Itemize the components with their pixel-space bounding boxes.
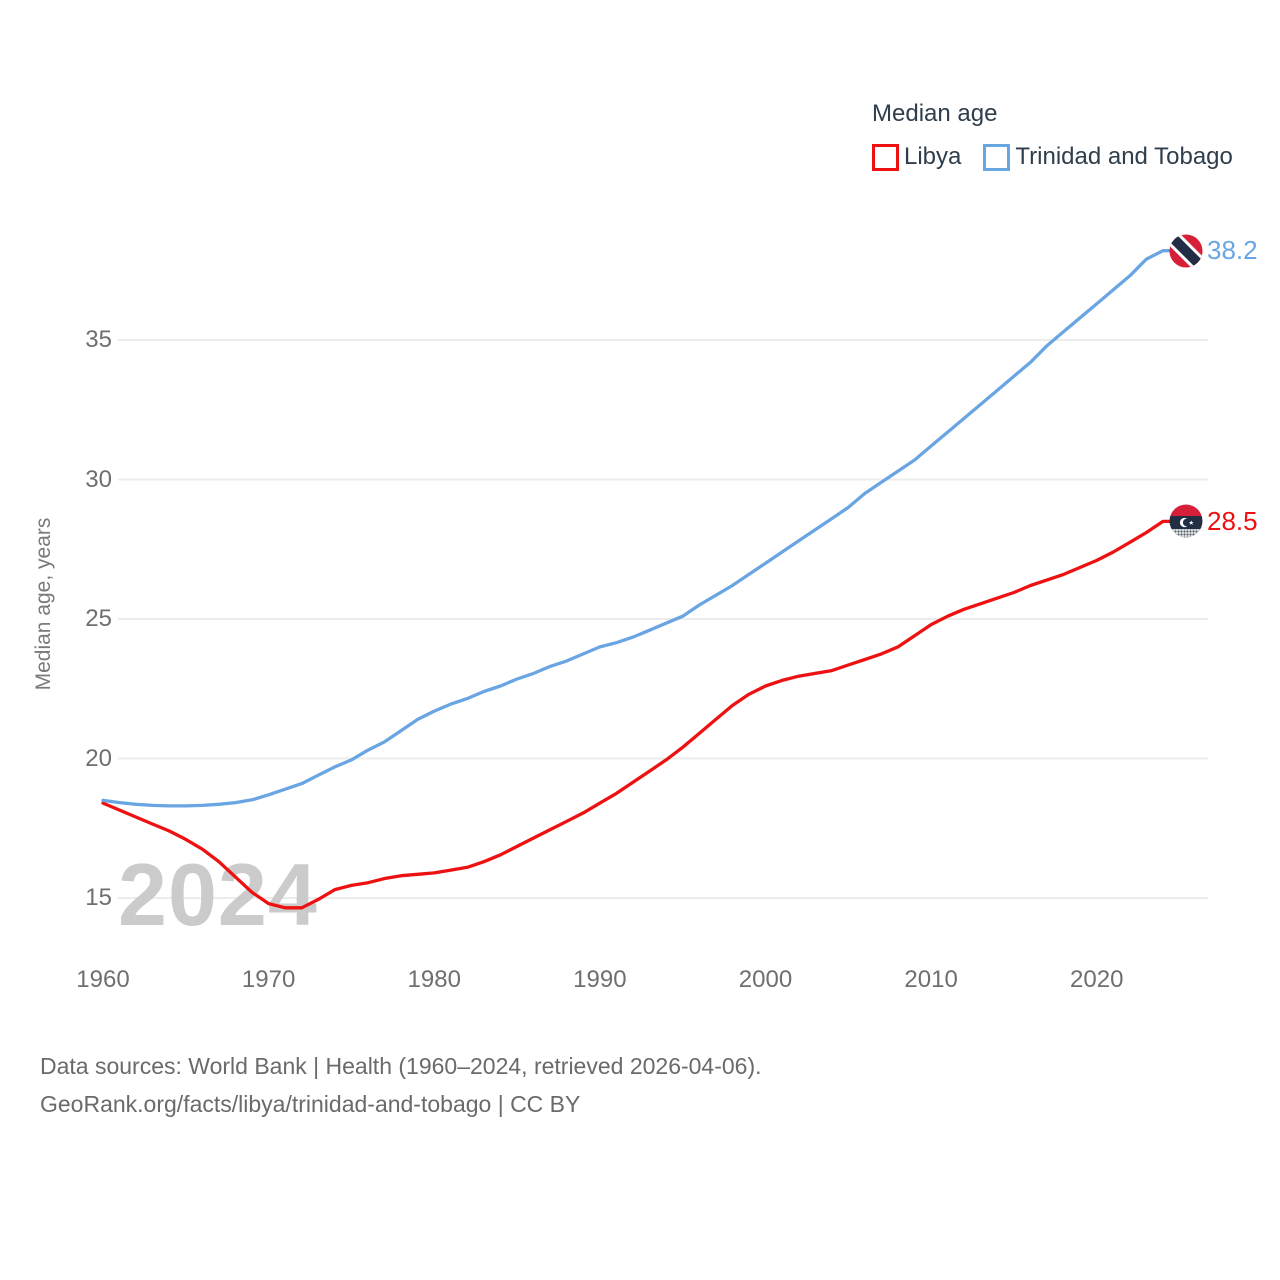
y-axis-title: Median age, years: [32, 517, 55, 691]
legend-item-trinidad-and-tobago[interactable]: Trinidad and Tobago: [983, 143, 1233, 171]
gridlines: [118, 339, 1208, 899]
libya-series-swatch: [872, 143, 899, 171]
series-line-libya: [101, 519, 1173, 910]
legend-items: Libya Trinidad and Tobago: [872, 143, 1233, 171]
legend-title: Median age: [872, 100, 998, 127]
y-tick-label: 25: [85, 605, 112, 632]
trinidad-series-swatch: [983, 143, 1011, 171]
footer: Data sources: World Bank | Health (1960–…: [40, 1047, 762, 1123]
y-tick-label: 20: [85, 744, 112, 772]
libya-flag-icon: [1169, 504, 1203, 538]
legend-item-libya[interactable]: Libya: [872, 143, 961, 171]
x-tick-label: 1990: [573, 966, 627, 993]
x-tick-label: 1970: [241, 966, 296, 993]
legend-label-libya: Libya: [904, 143, 962, 170]
legend: Median age Libya Trinidad and Tobago: [872, 100, 1233, 171]
footer-link[interactable]: GeoRank.org/facts/libya/trinidad-and-tob…: [40, 1091, 581, 1117]
x-tick-label: 1980: [407, 966, 461, 993]
x-tick-label: 1960: [76, 966, 130, 993]
x-tick-label: 2020: [1070, 966, 1124, 993]
value-label-libya: 28.5: [1207, 506, 1258, 536]
series-lines: [101, 249, 1173, 910]
trinidad-tobago-flag-icon: [1169, 234, 1203, 268]
series-line-trinidad-and-tobago: [101, 249, 1173, 808]
legend-label-trinidad: Trinidad and Tobago: [1015, 143, 1233, 170]
x-tick-label: 2010: [904, 966, 958, 993]
y-tick-label: 30: [85, 465, 112, 493]
footer-sources: Data sources: World Bank | Health (1960–…: [40, 1053, 762, 1079]
x-tick-label: 2000: [738, 966, 793, 993]
y-tick-label: 15: [85, 884, 112, 911]
value-label-trinidad: 38.2: [1207, 235, 1258, 265]
y-tick-label: 35: [85, 326, 112, 353]
